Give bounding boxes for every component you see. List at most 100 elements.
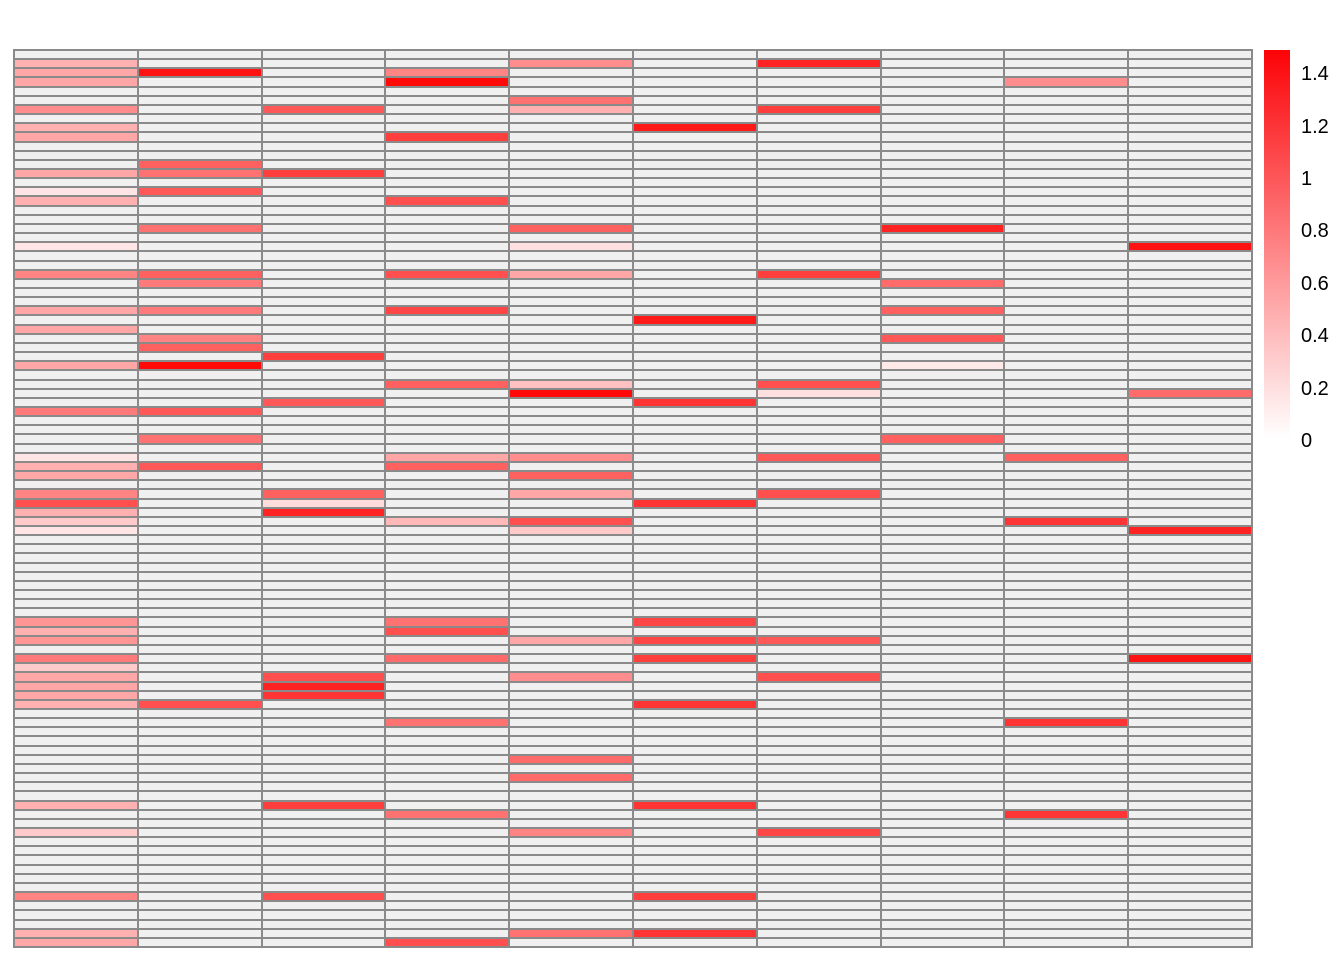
heatmap-cell [1129,526,1251,535]
heatmap-cell [262,591,385,599]
heatmap-cell [262,893,385,901]
heatmap-cell [138,517,261,525]
heatmap-cell [510,847,632,855]
heatmap-cell [881,133,1004,141]
heatmap-cell [757,380,880,388]
heatmap-cell [510,591,632,599]
heatmap-cell [510,893,632,901]
heatmap-cell [757,188,880,196]
heatmap-cell [15,609,137,617]
heatmap-cell [15,755,137,763]
heatmap-cell [757,362,880,370]
heatmap-cell [757,160,880,168]
heatmap-cell [634,298,756,306]
heatmap-cell [262,728,385,736]
heatmap-cell [1129,545,1251,553]
heatmap-cell [510,179,632,187]
heatmap-cell [1005,481,1128,489]
heatmap-cell [262,801,385,809]
heatmap-cell [757,371,880,379]
heatmap-cell [138,636,261,644]
heatmap-cell [262,600,385,608]
heatmap-cell [510,856,632,864]
heatmap-cell [15,581,137,590]
heatmap-cell [138,572,261,580]
heatmap-cell [262,206,385,214]
heatmap-cell [386,645,509,654]
heatmap-cell [1005,938,1128,946]
heatmap-cell [1005,655,1128,663]
heatmap-cell [1129,682,1251,690]
heatmap-cell [386,563,509,571]
heatmap-cell [1129,719,1251,727]
heatmap-cell [138,792,261,800]
heatmap-cell [1005,581,1128,590]
heatmap-cell [881,673,1004,681]
heatmap-cell [510,160,632,168]
heatmap-cell [1129,462,1251,471]
heatmap-cell [262,380,385,388]
heatmap-cell [386,774,509,782]
heatmap-cell [1005,51,1128,59]
heatmap-cell [15,87,137,95]
heatmap-cell [510,115,632,123]
heatmap-cell [634,188,756,196]
heatmap-cell [634,536,756,544]
heatmap-cell [15,774,137,782]
heatmap-cell [634,371,756,379]
heatmap-cell [1129,865,1251,873]
colorbar-tick-label: 0.6 [1301,272,1329,295]
heatmap-cell [757,169,880,178]
heatmap-cell [1005,920,1128,928]
heatmap-cell [386,655,509,663]
heatmap-cell [634,728,756,736]
heatmap-cell [386,792,509,800]
heatmap-cell [138,142,261,150]
heatmap-cell [15,133,137,141]
heatmap-cell [138,407,261,416]
heatmap-cell [15,407,137,416]
heatmap-cell [15,618,137,626]
heatmap-cell [138,188,261,196]
heatmap-cell [634,252,756,260]
heatmap-cell [1005,380,1128,388]
heatmap-cell [881,380,1004,388]
heatmap-cell [138,710,261,718]
heatmap-cell [510,371,632,379]
heatmap-cell [15,627,137,635]
heatmap-cell [510,234,632,242]
heatmap-cell [881,353,1004,361]
heatmap-cell [510,316,632,324]
heatmap-cell [757,69,880,77]
heatmap-cell [881,536,1004,544]
heatmap-cell [757,279,880,287]
heatmap-cell [634,224,756,233]
heatmap-cell [15,188,137,196]
heatmap-cell [262,755,385,763]
heatmap-cell [634,96,756,104]
heatmap-cell [1005,453,1128,461]
heatmap-cell [138,115,261,123]
heatmap-cell [386,105,509,114]
heatmap-cell [881,810,1004,818]
heatmap-cell [881,499,1004,507]
heatmap-cell [138,764,261,773]
heatmap-cell [881,517,1004,525]
heatmap-cell [386,673,509,681]
heatmap-cell [881,234,1004,242]
heatmap-cell [386,902,509,910]
heatmap-cell [881,224,1004,233]
heatmap-cell [1005,353,1128,361]
heatmap-cell [386,700,509,709]
heatmap-cell [1005,444,1128,452]
heatmap-cell [138,783,261,791]
heatmap-cell [262,417,385,425]
heatmap-cell [386,343,509,352]
heatmap-cell [1005,600,1128,608]
heatmap-cell [634,435,756,443]
heatmap-cell [262,563,385,571]
heatmap-cell [15,545,137,553]
heatmap-cell [138,279,261,287]
heatmap-cell [15,151,137,159]
heatmap-cell [262,920,385,928]
